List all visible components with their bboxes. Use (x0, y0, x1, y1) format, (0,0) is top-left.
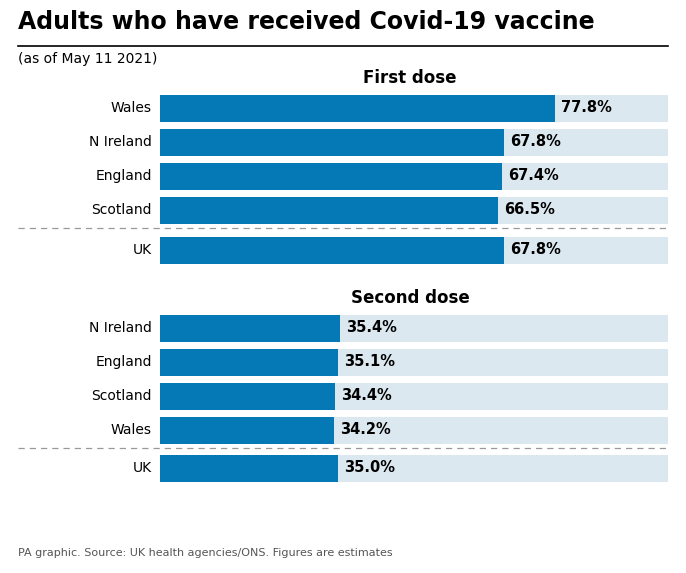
Bar (160, 417, 333, 444)
Text: 77.8%: 77.8% (561, 100, 612, 116)
Bar (160, 197, 668, 223)
Bar (160, 163, 502, 190)
Bar (160, 237, 668, 264)
Bar (160, 163, 668, 190)
Text: N Ireland: N Ireland (89, 321, 152, 335)
Bar (160, 237, 504, 264)
Text: 35.1%: 35.1% (344, 355, 395, 370)
Bar (160, 454, 668, 481)
Bar (160, 454, 338, 481)
Text: 34.4%: 34.4% (341, 388, 392, 403)
Bar (160, 348, 668, 375)
Bar (160, 315, 340, 342)
Bar (160, 128, 504, 155)
Text: Scotland: Scotland (91, 389, 152, 403)
Text: England: England (95, 355, 152, 369)
Text: PA graphic. Source: UK health agencies/ONS. Figures are estimates: PA graphic. Source: UK health agencies/O… (18, 548, 392, 558)
Bar (160, 95, 668, 121)
Text: 67.8%: 67.8% (510, 135, 561, 150)
Text: UK: UK (133, 243, 152, 257)
Text: Wales: Wales (111, 101, 152, 115)
Text: (as of May 11 2021): (as of May 11 2021) (18, 52, 157, 66)
Text: Second dose: Second dose (351, 289, 469, 307)
Text: Adults who have received Covid-19 vaccine: Adults who have received Covid-19 vaccin… (18, 10, 595, 34)
Text: 35.0%: 35.0% (344, 461, 395, 476)
Text: First dose: First dose (364, 69, 457, 87)
Bar (160, 348, 338, 375)
Bar (160, 383, 668, 410)
Bar (160, 315, 668, 342)
Text: 35.4%: 35.4% (346, 320, 397, 336)
Text: 67.8%: 67.8% (510, 242, 561, 257)
Text: 67.4%: 67.4% (508, 168, 559, 183)
Bar (160, 383, 335, 410)
Text: UK: UK (133, 461, 152, 475)
Text: Wales: Wales (111, 423, 152, 437)
Bar (160, 95, 555, 121)
Text: N Ireland: N Ireland (89, 135, 152, 149)
Bar (160, 128, 668, 155)
Bar (160, 417, 668, 444)
Text: England: England (95, 169, 152, 183)
Text: Scotland: Scotland (91, 203, 152, 217)
Text: 66.5%: 66.5% (504, 202, 555, 218)
Text: 34.2%: 34.2% (340, 422, 390, 438)
Bar (160, 197, 498, 223)
